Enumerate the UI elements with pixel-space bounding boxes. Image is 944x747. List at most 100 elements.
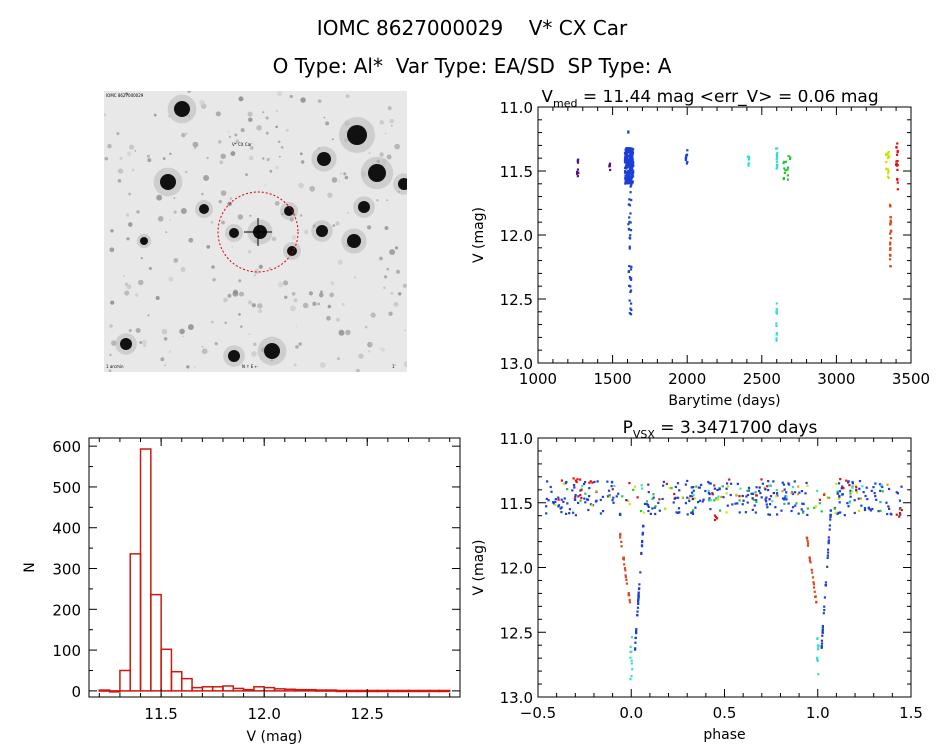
finder-star bbox=[258, 309, 263, 314]
histogram-bar bbox=[129, 553, 142, 692]
data-point bbox=[608, 494, 611, 497]
finder-star bbox=[169, 219, 171, 222]
data-point bbox=[631, 148, 635, 151]
data-point bbox=[826, 496, 829, 499]
data-point bbox=[807, 542, 810, 545]
finder-star bbox=[384, 226, 389, 231]
finder-star bbox=[336, 317, 340, 322]
data-point bbox=[565, 481, 568, 484]
finder-star bbox=[169, 152, 172, 156]
data-point bbox=[629, 177, 632, 180]
data-point bbox=[734, 502, 737, 505]
data-point bbox=[821, 626, 824, 629]
finder-star bbox=[302, 302, 309, 309]
data-point bbox=[588, 495, 591, 498]
data-point bbox=[837, 482, 841, 485]
data-point bbox=[634, 648, 637, 651]
finder-star bbox=[393, 301, 399, 307]
finder-star bbox=[228, 135, 232, 138]
finder-star bbox=[212, 278, 216, 282]
data-point bbox=[658, 509, 661, 512]
data-point bbox=[582, 482, 586, 486]
finder-star bbox=[330, 281, 335, 286]
data-point bbox=[630, 265, 633, 269]
data-point bbox=[636, 614, 639, 617]
data-point bbox=[676, 496, 680, 499]
data-point bbox=[767, 488, 770, 492]
finder-star bbox=[233, 289, 239, 295]
x-axis-label: phase bbox=[703, 727, 745, 743]
data-point bbox=[784, 496, 787, 499]
finder-star bbox=[220, 153, 226, 160]
histogram-bar bbox=[387, 689, 399, 693]
data-point bbox=[857, 497, 860, 500]
finder-star bbox=[299, 152, 303, 156]
data-point bbox=[820, 645, 823, 649]
data-point bbox=[871, 507, 874, 511]
data-point bbox=[753, 504, 756, 507]
histogram-bar bbox=[139, 448, 152, 692]
finder-star bbox=[211, 320, 214, 324]
data-point bbox=[691, 497, 694, 501]
data-point bbox=[707, 491, 710, 494]
data-point bbox=[668, 486, 671, 490]
data-point bbox=[888, 232, 892, 235]
data-point bbox=[851, 486, 854, 489]
data-point bbox=[791, 485, 795, 489]
data-point bbox=[625, 173, 629, 176]
data-point bbox=[713, 484, 716, 487]
data-point bbox=[725, 482, 729, 485]
finder-star bbox=[124, 290, 130, 296]
finder-star bbox=[110, 229, 114, 233]
data-point bbox=[628, 598, 631, 602]
finder-star bbox=[155, 295, 160, 301]
data-point bbox=[889, 265, 892, 268]
data-point bbox=[634, 647, 637, 650]
data-point bbox=[630, 659, 633, 662]
finder-star bbox=[214, 342, 218, 346]
finder-star bbox=[147, 314, 150, 317]
data-point bbox=[826, 551, 830, 554]
data-point bbox=[675, 511, 678, 514]
data-point bbox=[684, 483, 687, 486]
data-point bbox=[630, 675, 633, 678]
data-point bbox=[646, 504, 650, 507]
data-point bbox=[630, 147, 634, 150]
finder-star bbox=[238, 313, 241, 316]
data-point bbox=[829, 509, 832, 512]
data-point bbox=[629, 277, 632, 280]
histogram-bar bbox=[428, 689, 441, 693]
data-point bbox=[547, 499, 550, 502]
finder-star bbox=[126, 284, 132, 290]
data-point bbox=[702, 498, 705, 501]
data-point bbox=[741, 503, 744, 506]
data-point bbox=[827, 542, 830, 545]
data-point bbox=[619, 536, 622, 539]
data-point bbox=[678, 511, 681, 514]
histogram-bar bbox=[201, 686, 214, 692]
data-point bbox=[595, 499, 598, 502]
data-point bbox=[823, 493, 826, 496]
finder-star bbox=[335, 221, 340, 226]
data-point bbox=[554, 498, 557, 501]
data-point bbox=[643, 502, 647, 506]
finder-star bbox=[201, 192, 204, 196]
data-point bbox=[887, 170, 890, 173]
data-point bbox=[595, 490, 598, 493]
data-point bbox=[625, 161, 628, 164]
data-point bbox=[881, 485, 884, 489]
data-point bbox=[790, 492, 793, 495]
data-point bbox=[713, 518, 717, 522]
data-point bbox=[820, 510, 823, 513]
data-point bbox=[692, 489, 695, 492]
finder-star bbox=[355, 368, 360, 372]
data-point bbox=[775, 322, 778, 325]
data-point bbox=[725, 511, 728, 514]
data-point bbox=[574, 495, 577, 499]
data-point bbox=[776, 147, 779, 150]
data-point bbox=[628, 312, 631, 315]
data-point bbox=[691, 495, 694, 498]
data-point bbox=[677, 507, 681, 510]
finder-star bbox=[274, 200, 280, 206]
data-point bbox=[629, 180, 632, 183]
